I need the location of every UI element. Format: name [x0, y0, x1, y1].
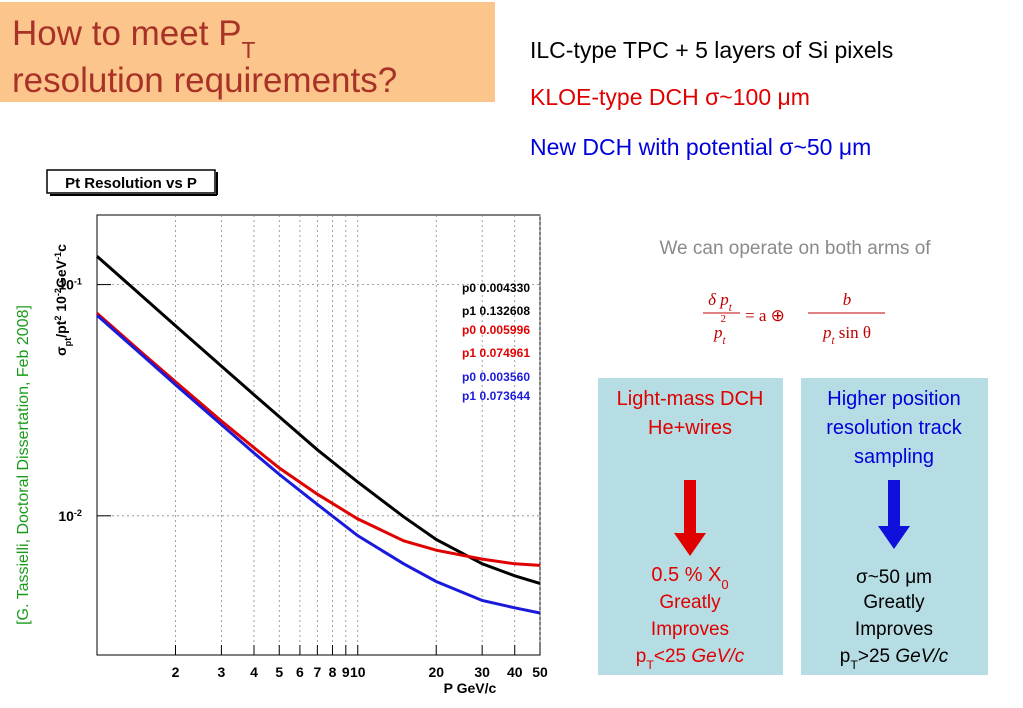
box-cond: pT<25 GeV/c — [636, 646, 745, 672]
box-text: σ~50 μm Greatly Improves pT>25 GeV/c — [840, 567, 949, 672]
box-result: 0.5 % X0 — [651, 564, 728, 592]
x-tick-label: 30 — [474, 664, 490, 680]
formula-part: = a ⊕ — [745, 306, 785, 325]
y-tick-label: 10 — [58, 508, 74, 524]
fit-label: p0 0.004330 — [462, 281, 530, 295]
x-tick-label: 8 — [329, 664, 337, 680]
fit-curve — [96, 312, 541, 567]
y-axis-label-part: -2 — [53, 288, 63, 296]
box-line: Greatly — [659, 592, 721, 613]
y-tick-label: 10-2 — [58, 508, 82, 524]
box-line: Greatly — [863, 592, 925, 613]
formula-part: 2 — [721, 313, 727, 325]
fit-label: p1 0.074961 — [462, 346, 530, 360]
y-tick-label: 10-1 — [58, 277, 82, 293]
box-text: Higher position resolution track samplin… — [826, 388, 963, 468]
x-axis-label: P GeV/c — [444, 680, 497, 696]
title: How to meet PT — [12, 14, 256, 63]
fit-curve — [96, 255, 541, 585]
y-axis-label-part: σ — [53, 346, 69, 356]
y-tick-exponent: -2 — [74, 508, 82, 518]
fit-label: p0 0.005996 — [462, 323, 530, 337]
box-heading: sampling — [854, 446, 934, 468]
box-result: 0 — [721, 577, 728, 592]
box-cond: p — [840, 646, 851, 667]
title-sub: T — [242, 37, 256, 63]
formula-part: b — [843, 290, 852, 309]
x-tick-label: 5 — [275, 664, 283, 680]
line: New DCH with potential σ~50 μm — [530, 134, 871, 160]
formula-part: p — [713, 323, 723, 342]
x-tick-label: 3 — [218, 664, 226, 680]
formula-part: pt sin θ — [822, 323, 871, 347]
plot-title-box — [46, 169, 216, 194]
formula-part: t — [729, 302, 733, 314]
y-axis-label-part: 2 — [53, 316, 63, 321]
x-tick-label: 20 — [428, 664, 444, 680]
x-tick-label: 4 — [250, 664, 258, 680]
x-tick-label: 10 — [350, 664, 366, 680]
formula-part: δ pt — [708, 290, 733, 314]
arrow — [674, 480, 706, 556]
formula: δ pt pt2 = a ⊕ b pt sin θ — [703, 290, 885, 347]
y-axis-label-part: c — [53, 244, 69, 252]
box-cond: T — [646, 658, 654, 672]
box-heading: resolution track — [826, 417, 963, 439]
box-result: 0.5 % X — [651, 564, 721, 586]
y-tick-label: 10 — [58, 277, 74, 293]
formula-part: t — [722, 335, 726, 347]
title-box — [0, 2, 495, 102]
box-cond: GeV/c — [691, 646, 744, 667]
fit-label: p1 0.073644 — [462, 389, 530, 403]
x-tick-label: 50 — [532, 664, 548, 680]
box-heading: Higher position — [827, 388, 960, 410]
citation: [G. Tassielli, Doctoral Dissertation, Fe… — [15, 305, 32, 625]
y-tick-exponent: -1 — [74, 277, 82, 287]
box-cond: <25 — [654, 646, 692, 667]
box-line: Improves — [855, 619, 933, 640]
box-cond: T — [850, 658, 858, 672]
plot — [96, 215, 541, 655]
x-tick-label: 9 — [342, 664, 350, 680]
formula-part: δ p — [708, 290, 729, 309]
x-tick-label: 2 — [172, 664, 180, 680]
y-axis-label: σpt/pt2 10-2GeV-1c — [53, 244, 73, 356]
x-tick-label: 40 — [507, 664, 523, 680]
fit-curve — [96, 314, 541, 615]
box-cond: >25 — [858, 646, 896, 667]
y-axis-label-part: -1 — [53, 252, 63, 260]
y-axis-label-part: GeV — [53, 259, 69, 288]
formula-part: t — [831, 335, 835, 347]
fit-label: p0 0.003560 — [462, 370, 530, 384]
arrow — [878, 480, 910, 549]
fit-label: p1 0.132608 — [462, 304, 530, 318]
box-cond: pT>25 GeV/c — [840, 646, 949, 672]
box-text: Light-mass DCH He+wires 0.5 % X0 Greatly… — [617, 388, 764, 672]
formula-part: p — [822, 323, 832, 342]
box-heading: He+wires — [648, 417, 732, 439]
box-cond: GeV/c — [895, 646, 948, 667]
title-text: How to meet P — [12, 14, 242, 53]
x-tick-label: 7 — [313, 664, 321, 680]
y-axis-label-part: /pt — [53, 320, 69, 337]
y-axis-label-part: pt — [63, 338, 73, 347]
plot-title: Pt Resolution vs P — [65, 175, 197, 192]
formula-part: sin θ — [835, 323, 871, 342]
box-cond: p — [636, 646, 647, 667]
box-result: σ~50 μm — [856, 567, 932, 588]
title-line2: resolution requirements? — [12, 61, 397, 100]
box-heading: Light-mass DCH — [617, 388, 764, 410]
y-axis-label-part: 10 — [53, 296, 69, 316]
line: ILC-type TPC + 5 layers of Si pixels — [530, 37, 893, 63]
formula-part: pt 2 — [713, 313, 727, 347]
note: We can operate on both arms of — [659, 238, 931, 259]
x-tick-label: 6 — [296, 664, 304, 680]
box-line: Improves — [651, 619, 729, 640]
line: KLOE-type DCH σ~100 μm — [530, 84, 810, 110]
